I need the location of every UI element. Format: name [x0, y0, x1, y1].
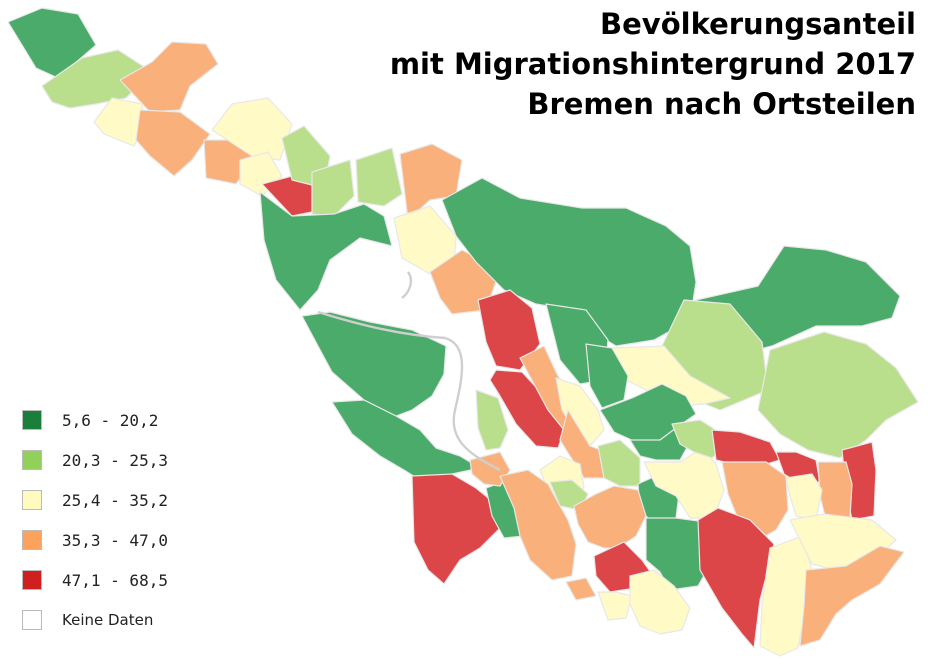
district-area: [555, 377, 605, 447]
legend-label-3: 25,4 - 35,2: [62, 490, 168, 510]
legend-label-4: 35,3 - 47,0: [62, 530, 168, 550]
legend-label-5: 47,1 - 68,5: [62, 570, 168, 590]
legend-item-5: 47,1 - 68,5: [22, 570, 168, 590]
district-area: [559, 409, 607, 479]
legend-item-1: 5,6 - 20,2: [22, 410, 168, 430]
district-area: [597, 591, 633, 621]
district-area: [799, 545, 905, 647]
legend-item-2: 20,3 - 25,3: [22, 450, 168, 470]
legend-item-4: 35,3 - 47,0: [22, 530, 168, 550]
legend-item-3: 25,4 - 35,2: [22, 490, 168, 510]
legend-swatch-5: [22, 570, 42, 590]
district-area: [301, 311, 447, 417]
legend-label-6: Keine Daten: [62, 611, 154, 629]
map-title: Bevölkerungsanteil mit Migrationshinterg…: [390, 4, 916, 124]
district-area: [119, 41, 219, 113]
legend-swatch-4: [22, 530, 42, 550]
legend-label-1: 5,6 - 20,2: [62, 410, 159, 430]
legend-swatch-3: [22, 490, 42, 510]
district-area: [475, 389, 509, 451]
district-area: [611, 345, 731, 407]
legend-item-6: Keine Daten: [22, 610, 168, 630]
district-area: [757, 331, 919, 459]
legend-swatch-2: [22, 450, 42, 470]
title-line-2: mit Migrationshintergrund 2017: [389, 47, 916, 81]
district-area: [135, 109, 211, 177]
district-area: [7, 7, 97, 79]
district-area: [711, 429, 781, 467]
legend-swatch-1: [22, 410, 42, 430]
weser-river-outline: [317, 310, 501, 472]
district-area: [499, 469, 577, 581]
district-area: [629, 427, 691, 461]
map-legend: 5,6 - 20,2 20,3 - 25,3 25,4 - 35,2 35,3 …: [22, 410, 168, 650]
district-area: [355, 147, 403, 207]
district-area: [411, 473, 501, 585]
district-area: [721, 461, 789, 541]
district-area: [41, 49, 153, 109]
district-area: [629, 569, 691, 635]
district-area: [599, 383, 697, 443]
district-area: [643, 447, 725, 519]
district-area: [697, 507, 775, 649]
district-area: [573, 485, 647, 549]
title-line-1: Bevölkerungsanteil: [600, 7, 916, 41]
legend-swatch-6: [22, 610, 42, 630]
district-area: [817, 461, 853, 521]
district-area: [585, 343, 629, 409]
district-area: [259, 191, 393, 311]
title-line-3: Bremen nach Ortsteilen: [527, 87, 916, 121]
harbour-outline: [401, 271, 413, 299]
district-area: [785, 473, 823, 521]
district-area: [565, 577, 597, 601]
district-area: [469, 451, 511, 487]
legend-label-2: 20,3 - 25,3: [62, 450, 168, 470]
district-area: [311, 159, 355, 217]
